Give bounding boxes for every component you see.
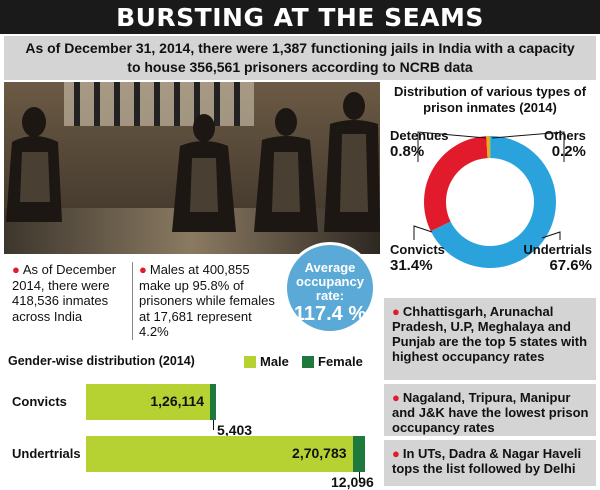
state-note-highest-text: Chhattisgarh, Arunachal Pradesh, U.P, Me…: [392, 304, 588, 364]
state-note-lowest: ● Nagaland, Tripura, Manipur and J&K have…: [384, 384, 596, 436]
donut-label-others-name: Others: [544, 128, 586, 143]
legend-female-label: Female: [318, 354, 363, 369]
bar-female-leader-line: [213, 420, 215, 430]
state-note-highest: ● Chhattisgarh, Arunachal Pradesh, U.P, M…: [384, 298, 596, 380]
right-panel: Distribution of various types of prison …: [384, 82, 596, 486]
legend-male-swatch: [244, 355, 256, 368]
donut-label-detenues-name: Detenues: [390, 128, 449, 143]
state-note-uts-text: In UTs, Dadra & Nagar Haveli tops the li…: [392, 446, 582, 476]
donut-label-convicts-value: 31.4%: [390, 257, 433, 274]
bar-female-value-label: 12,096: [331, 474, 374, 490]
legend-male-label: Male: [260, 354, 289, 369]
occupancy-label: Average occupancy rate:: [296, 260, 364, 303]
bullet-icon: ●: [392, 390, 400, 405]
donut-label-detenues: Detenues 0.8%: [390, 128, 449, 160]
bar-male-convicts: [86, 384, 211, 420]
donut-label-others-value: 0.2%: [551, 143, 586, 160]
donut-slice-convicts: [424, 136, 488, 232]
donut-label-undertrials-value: 67.6%: [549, 257, 592, 274]
donut-chart-title: Distribution of various types of prison …: [393, 84, 587, 115]
fact-inmates-text: As of December 2014, there were 418,536 …: [12, 262, 117, 324]
bar-female-undertrials: [353, 436, 365, 472]
inmates-photo: [4, 82, 380, 254]
bullet-icon: ●: [12, 262, 20, 277]
subtitle: As of December 31, 2014, there were 1,38…: [4, 36, 596, 80]
donut-label-undertrials-name: Undertrials: [523, 242, 592, 257]
legend-male: Male: [244, 354, 289, 369]
bullet-icon: ●: [392, 304, 400, 319]
donut-leader-others: [491, 131, 565, 162]
donut-leader-convicts: [413, 225, 433, 240]
bar-category-label: Undertrials: [12, 446, 81, 461]
bullet-icon: ●: [139, 262, 147, 277]
occupancy-bubble: Average occupancy rate: 117.4 %: [284, 242, 376, 334]
donut-slice-others: [489, 136, 491, 159]
donut-label-others: Others 0.2%: [544, 128, 586, 160]
bar-male-value-label: 1,26,114: [150, 393, 205, 409]
fact-gender: ● Males at 400,855 make up 95.8% of priso…: [132, 262, 282, 340]
fact-gender-text: Males at 400,855 make up 95.8% of prison…: [139, 262, 275, 339]
header-title-bar: BURSTING AT THE SEAMS: [0, 0, 600, 34]
bar-female-value-label: 5,403: [217, 422, 253, 438]
donut-chart: [413, 131, 565, 268]
donut-slice-detenues: [486, 136, 490, 159]
bar-male-undertrials: [86, 436, 354, 472]
legend-female-swatch: [302, 355, 314, 368]
subtitle-line-1: As of December 31, 2014, there were 1,38…: [25, 40, 575, 56]
donut-leader-detenues: [417, 131, 487, 162]
bullet-icon: ●: [392, 446, 400, 461]
bar-category-label: Convicts: [12, 394, 67, 409]
donut-label-detenues-value: 0.8%: [390, 143, 425, 160]
state-note-uts: ● In UTs, Dadra & Nagar Haveli tops the l…: [384, 440, 596, 486]
state-note-lowest-text: Nagaland, Tripura, Manipur and J&K have …: [392, 390, 589, 435]
subtitle-line-2: to house 356,561 prisoners according to …: [127, 59, 473, 75]
gender-bar-chart: Gender-wise distribution (2014) Male Fem…: [4, 350, 380, 490]
fact-inmates: ● As of December 2014, there were 418,536…: [12, 262, 130, 324]
donut-label-undertrials: Undertrials 67.6%: [514, 242, 592, 274]
bar-male-value-label: 2,70,783: [292, 445, 347, 461]
bar-female-leader-line: [359, 472, 360, 482]
page-title: BURSTING AT THE SEAMS: [116, 2, 484, 32]
legend-female: Female: [302, 354, 363, 369]
bar-female-convicts: [210, 384, 216, 420]
donut-label-convicts-name: Convicts: [390, 242, 445, 257]
donut-chart-box: Distribution of various types of prison …: [384, 82, 596, 294]
donut-slice-undertrials: [430, 136, 556, 268]
inmates-photo-illustration: [4, 82, 380, 254]
occupancy-value: 117.4 %: [293, 303, 367, 325]
donut-leader-undertrials: [541, 231, 561, 240]
bar-chart-title: Gender-wise distribution (2014): [8, 354, 195, 368]
donut-label-convicts: Convicts 31.4%: [390, 242, 445, 274]
